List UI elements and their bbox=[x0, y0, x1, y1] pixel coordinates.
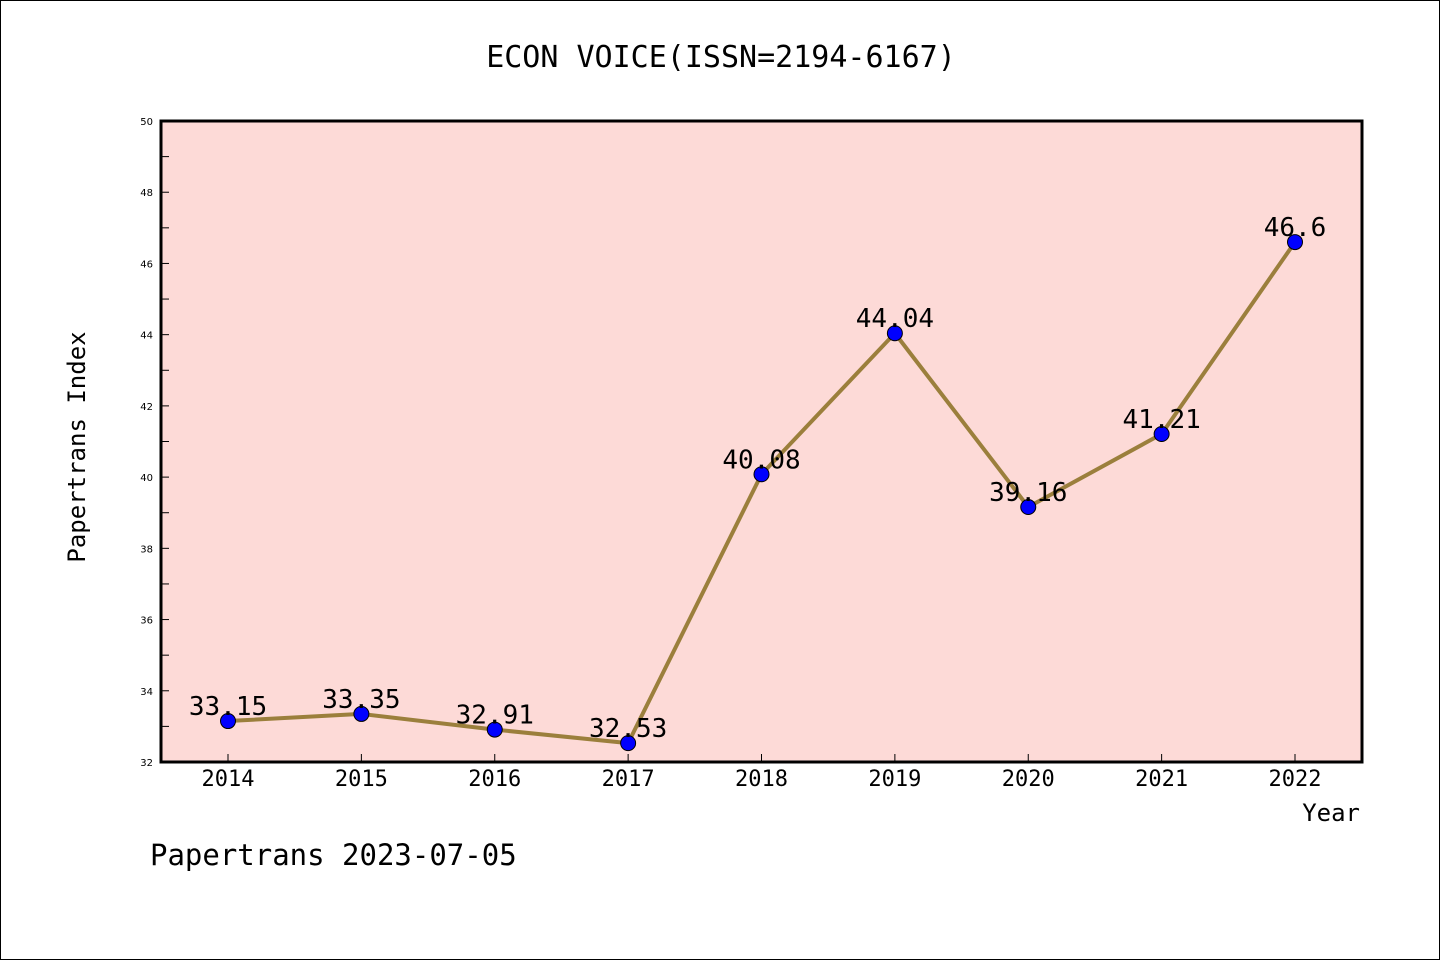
data-point bbox=[353, 705, 370, 722]
data-label: 46.6 bbox=[1264, 213, 1327, 243]
y-tick-label: 32 bbox=[140, 758, 153, 769]
data-label: 32.91 bbox=[456, 701, 534, 731]
data-point bbox=[486, 721, 503, 738]
footer-caption: Papertrans 2023-07-05 bbox=[150, 838, 517, 872]
data-label: 40.08 bbox=[722, 445, 800, 475]
x-tick-label: 2016 bbox=[468, 767, 521, 792]
data-point bbox=[1153, 426, 1170, 443]
y-tick-label: 40 bbox=[140, 473, 153, 484]
x-tick-label: 2017 bbox=[602, 767, 655, 792]
y-tick-label: 38 bbox=[140, 544, 153, 555]
x-tick-label: 2019 bbox=[868, 767, 921, 792]
data-point bbox=[220, 713, 236, 730]
data-label: 41.21 bbox=[1122, 405, 1200, 435]
x-tick-label: 2020 bbox=[1002, 767, 1055, 792]
y-axis-label: Papertrans Index bbox=[63, 331, 91, 562]
data-point bbox=[620, 735, 637, 752]
data-markers bbox=[220, 234, 1303, 752]
x-axis-label: Year bbox=[1302, 799, 1360, 827]
chart-title: ECON VOICE(ISSN=2194-6167) bbox=[486, 40, 956, 75]
x-tick-label: 2015 bbox=[335, 767, 388, 792]
y-tick-label: 42 bbox=[140, 402, 153, 413]
y-tick-label: 44 bbox=[140, 331, 153, 342]
data-point bbox=[886, 325, 903, 342]
x-tick-label: 2022 bbox=[1269, 767, 1322, 792]
y-tick-label: 46 bbox=[140, 259, 153, 270]
x-tick-label: 2014 bbox=[202, 767, 255, 792]
data-point bbox=[1287, 234, 1303, 251]
data-point bbox=[1020, 499, 1037, 516]
data-point bbox=[753, 466, 770, 483]
y-tick-label: 36 bbox=[140, 616, 153, 627]
plot-frame bbox=[159, 119, 1364, 764]
data-labels: 33.15 33.35 32.91 32.53 40.08 44.04 39.16 41.21… bbox=[189, 213, 1326, 744]
x-tick-label: 2021 bbox=[1135, 767, 1188, 792]
data-label: 44.04 bbox=[856, 304, 934, 334]
x-axis-ticks: 2014 2015 2016 2017 2018 2019 2020 2021 2022 bbox=[202, 754, 1322, 792]
plot-area bbox=[161, 121, 1362, 762]
data-label: 39.16 bbox=[989, 478, 1067, 508]
x-tick-label: 2018 bbox=[735, 767, 788, 792]
data-label: 33.35 bbox=[322, 685, 400, 715]
data-label: 33.15 bbox=[189, 692, 267, 722]
y-tick-label: 34 bbox=[140, 687, 153, 698]
data-label: 32.53 bbox=[589, 714, 667, 744]
y-tick-label: 50 bbox=[140, 117, 153, 128]
y-tick-label: 48 bbox=[140, 188, 153, 199]
